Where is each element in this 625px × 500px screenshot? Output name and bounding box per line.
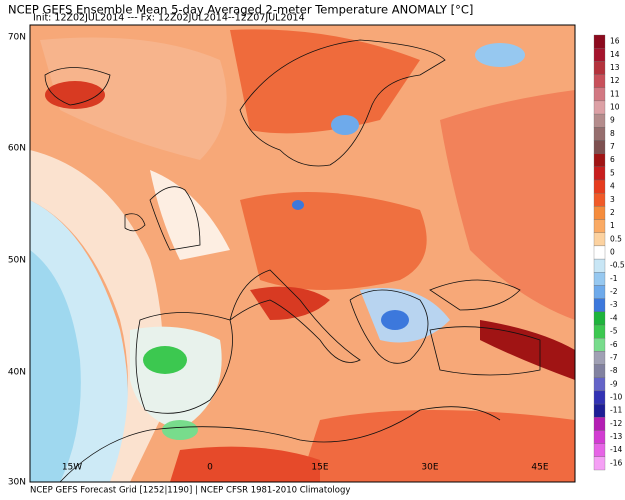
colorbar-swatch — [593, 87, 606, 102]
colorbar-label: 12 — [610, 76, 620, 85]
latitude-label: 50N — [8, 256, 26, 266]
colorbar-label: -3 — [610, 300, 618, 309]
colorbar-swatch — [593, 285, 606, 299]
map-area — [30, 25, 575, 482]
colorbar-swatch — [593, 456, 606, 471]
colorbar-swatch — [593, 140, 606, 154]
colorbar-label: 0.5 — [610, 234, 622, 243]
colorbar-label: 11 — [610, 89, 620, 98]
colorbar-label: -4 — [610, 313, 618, 322]
colorbar-label: -8 — [610, 366, 618, 375]
map-subtitle: Init: 12Z02JUL2014 --- Fx: 12Z02JUL2014-… — [33, 13, 305, 24]
colorbar-label: -13 — [610, 432, 622, 441]
colorbar-label: -2 — [610, 287, 618, 296]
colorbar-label: 3 — [610, 195, 615, 204]
latitude-label: 30N — [8, 478, 26, 488]
colorbar-swatch — [593, 417, 606, 431]
colorbar-label: -16 — [610, 458, 622, 467]
colorbar: 16 14 13 12 11 10 9 8 7 6 5 4 3 2 1 0.5 0 -0.5 -1 -2 -3 -4 -5 -… — [593, 34, 625, 471]
latitude-labels: 70N 60N 50N 40N 30N — [8, 33, 26, 488]
colorbar-label: 0 — [610, 248, 615, 257]
colorbar-label: -11 — [610, 406, 622, 415]
colorbar-label: 2 — [610, 208, 615, 217]
colorbar-swatch — [593, 113, 606, 128]
colorbar-swatch — [593, 61, 606, 75]
colorbar-swatch — [593, 311, 606, 326]
colorbar-swatch — [593, 245, 606, 260]
latitude-label: 40N — [8, 368, 26, 378]
colorbar-swatch — [593, 324, 606, 339]
colorbar-label: 1 — [610, 221, 615, 230]
longitude-label: 30E — [421, 463, 438, 473]
colorbar-swatch — [593, 232, 606, 247]
latitude-label: 60N — [8, 144, 26, 154]
colorbar-swatch — [593, 193, 606, 207]
colorbar-label: 16 — [610, 37, 620, 46]
colorbar-swatch — [593, 153, 606, 167]
colorbar-label: 5 — [610, 168, 615, 177]
longitude-label: 15E — [311, 463, 328, 473]
colorbar-label: -14 — [610, 445, 622, 454]
colorbar-label: 13 — [610, 63, 620, 72]
colorbar-label: -10 — [610, 393, 622, 402]
longitude-label: 0 — [207, 463, 213, 473]
colorbar-label: 7 — [610, 142, 615, 151]
colorbar-label: -5 — [610, 327, 618, 336]
colorbar-swatch — [593, 48, 606, 62]
colorbar-swatch — [593, 74, 606, 88]
colorbar-label: 6 — [610, 155, 615, 164]
map-title: NCEP GEFS Ensemble Mean 5-day Averaged 2… — [8, 3, 473, 17]
colorbar-swatch — [593, 390, 606, 405]
colorbar-swatch — [593, 179, 606, 194]
colorbar-label: 8 — [610, 129, 615, 138]
colorbar-swatch — [593, 377, 606, 392]
longitude-label: 15W — [62, 463, 82, 473]
colorbar-label: -9 — [610, 379, 618, 388]
colorbar-label: -1 — [610, 274, 618, 283]
colorbar-swatch — [593, 298, 606, 312]
colorbar-swatch — [593, 100, 606, 115]
colorbar-swatch — [593, 206, 606, 220]
colorbar-swatch — [593, 430, 606, 444]
colorbar-swatch — [593, 258, 606, 273]
colorbar-label: 4 — [610, 182, 615, 191]
map-frame — [29, 24, 576, 483]
colorbar-swatch — [593, 127, 606, 141]
longitude-labels: 15W 0 15E 30E 45E — [62, 463, 549, 473]
latitude-label: 70N — [8, 33, 26, 43]
colorbar-swatch — [593, 272, 606, 286]
colorbar-swatch — [593, 403, 606, 418]
colorbar-label: -7 — [610, 353, 618, 362]
colorbar-swatch — [593, 219, 606, 233]
colorbar-label: 14 — [610, 50, 620, 59]
colorbar-label: -0.5 — [610, 261, 625, 270]
colorbar-swatch — [593, 443, 606, 457]
colorbar-swatch — [593, 166, 606, 181]
colorbar-swatch — [593, 364, 606, 378]
colorbar-swatch — [593, 338, 606, 352]
colorbar-label: 10 — [610, 103, 620, 112]
colorbar-label: -6 — [610, 340, 618, 349]
colorbar-swatch — [593, 351, 606, 365]
colorbar-swatch — [593, 34, 606, 49]
colorbar-label: 9 — [610, 116, 615, 125]
map-footer: NCEP GEFS Forecast Grid [1252|1190] | NC… — [30, 486, 350, 496]
longitude-label: 45E — [531, 463, 548, 473]
colorbar-label: -12 — [610, 419, 622, 428]
